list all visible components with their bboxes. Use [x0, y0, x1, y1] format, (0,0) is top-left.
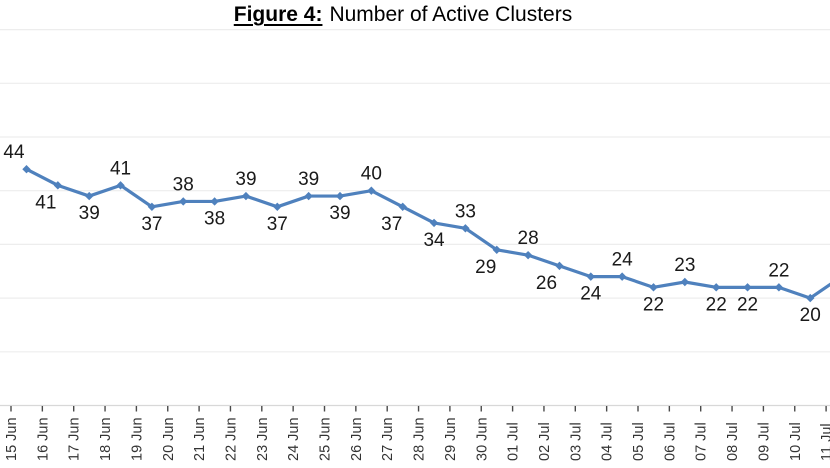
x-axis-label: 09 Jul — [756, 422, 772, 461]
x-axis-label: 18 Jun — [98, 417, 114, 461]
x-axis-label: 25 Jun — [318, 417, 334, 461]
data-point-marker — [555, 261, 564, 271]
data-label: 44 — [3, 142, 25, 163]
data-label: 22 — [706, 294, 727, 315]
x-axis-label: 05 Jul — [631, 422, 647, 461]
data-point-marker — [179, 197, 188, 206]
data-point-marker — [53, 181, 63, 190]
chart-title: Figure 4: Number of Active Clusters — [0, 2, 806, 28]
data-label: 22 — [768, 260, 789, 281]
x-axis-label: 23 Jun — [255, 417, 271, 461]
data-point-marker — [241, 191, 251, 201]
data-label: 38 — [204, 208, 225, 229]
x-axis-label: 11 Jul — [819, 423, 830, 461]
data-point-marker — [617, 272, 627, 281]
data-point-marker — [461, 224, 470, 233]
data-label: 33 — [455, 201, 476, 222]
data-label: 24 — [580, 284, 602, 305]
data-point-marker — [116, 181, 125, 190]
data-label: 22 — [643, 294, 664, 315]
x-axis-label: 03 Jul — [568, 422, 584, 461]
data-point-marker — [806, 293, 815, 303]
x-axis-label: 19 Jun — [129, 417, 145, 461]
chart-title-figure-label: Figure 4: — [233, 3, 323, 26]
data-label: 39 — [235, 169, 256, 190]
data-point-marker — [680, 277, 690, 287]
data-point-marker — [147, 202, 157, 212]
data-label: 40 — [361, 164, 382, 185]
data-label: 37 — [381, 214, 402, 235]
data-label: 37 — [267, 214, 288, 235]
data-label: 39 — [329, 203, 350, 224]
x-axis-label: 16 Jun — [35, 417, 51, 461]
x-axis-label: 10 Jul — [788, 422, 804, 461]
data-label: 41 — [110, 158, 131, 179]
data-point-marker — [85, 191, 94, 201]
data-label: 24 — [612, 250, 634, 271]
data-label: 41 — [35, 192, 56, 213]
x-axis-label: 07 Jul — [694, 422, 710, 461]
data-point-marker — [429, 218, 439, 228]
data-point-marker — [523, 250, 533, 260]
data-label: 26 — [536, 273, 557, 294]
x-axis-label: 17 Jun — [67, 417, 83, 461]
data-point-marker — [398, 202, 407, 212]
data-point-marker — [210, 197, 219, 206]
x-axis-label: 01 Jul — [506, 422, 522, 461]
data-point-marker — [743, 283, 752, 292]
x-axis-label: 21 Jun — [192, 417, 208, 461]
data-label: 29 — [475, 257, 496, 278]
data-label: 22 — [737, 294, 758, 315]
data-label: 39 — [79, 203, 100, 224]
x-axis-label: 27 Jun — [380, 417, 396, 461]
x-axis-label: 30 Jun — [474, 417, 490, 461]
x-axis-label: 28 Jun — [412, 417, 428, 461]
x-axis-label: 06 Jul — [662, 422, 678, 461]
x-axis-label: 04 Jul — [600, 422, 616, 461]
data-label: 34 — [423, 230, 445, 251]
x-axis-label: 26 Jun — [349, 417, 365, 461]
data-label: 39 — [298, 169, 319, 190]
data-point-marker — [586, 272, 595, 281]
data-point-marker — [492, 245, 501, 254]
x-axis-label: 29 Jun — [443, 417, 459, 461]
data-label: 28 — [518, 228, 539, 249]
data-point-marker — [712, 283, 721, 292]
data-label: 20 — [800, 305, 821, 326]
chart-title-text: Number of Active Clusters — [329, 3, 573, 26]
data-point-marker — [273, 202, 282, 212]
data-point-marker — [304, 191, 313, 201]
x-axis-label: 02 Jul — [537, 422, 553, 461]
data-point-marker — [649, 283, 658, 292]
x-axis-label: 15 Jun — [4, 417, 20, 461]
data-point-marker — [774, 283, 784, 292]
data-label: 38 — [173, 174, 194, 195]
x-axis-label: 08 Jul — [725, 422, 741, 461]
x-axis-label: 24 Jun — [286, 417, 302, 461]
data-point-marker — [367, 186, 376, 195]
data-label: 37 — [141, 214, 162, 235]
data-point-marker — [22, 165, 31, 174]
x-axis-label: 22 Jun — [223, 417, 239, 461]
x-axis-label: 20 Jun — [161, 417, 177, 461]
data-point-marker — [335, 191, 345, 201]
data-label: 23 — [674, 255, 695, 276]
